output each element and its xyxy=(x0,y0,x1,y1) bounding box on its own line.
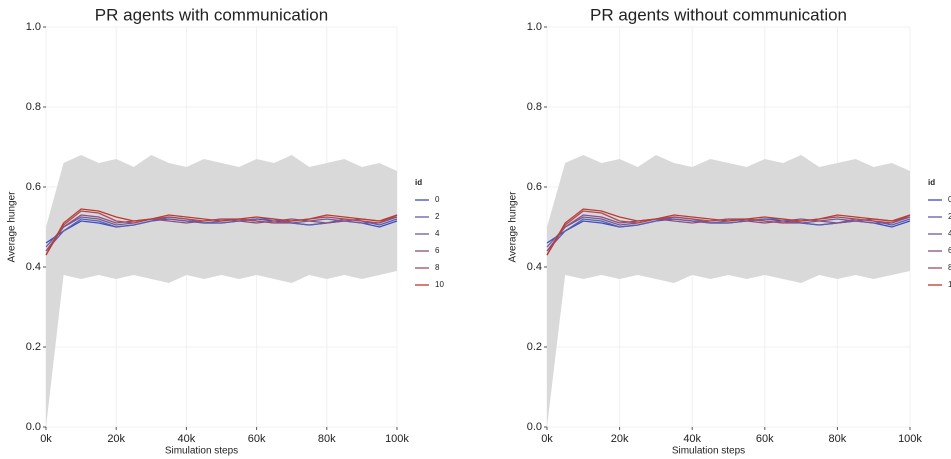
y-tick-label: 0.2 xyxy=(527,341,542,353)
legend-title: id xyxy=(415,178,422,187)
y-axis-title: Average hunger xyxy=(508,191,519,263)
x-tick-label: 0k xyxy=(541,433,553,445)
y-tick-label: 0.6 xyxy=(527,181,542,193)
x-tick-label: 80k xyxy=(318,433,336,445)
legend-label: 0 xyxy=(948,195,951,204)
chart-title: PR agents without communication xyxy=(590,5,847,24)
x-tick-label: 60k xyxy=(756,433,774,445)
line xyxy=(546,208,911,256)
x-axis-title: Simulation steps xyxy=(165,446,238,457)
legend-label: 2 xyxy=(948,212,951,221)
y-tick-label: 0.6 xyxy=(26,181,41,193)
y-tick-label: 0.8 xyxy=(527,101,542,113)
band xyxy=(46,155,397,427)
y-tick-label: 0.4 xyxy=(26,261,41,273)
legend-label: 4 xyxy=(435,229,440,238)
legend-label: 8 xyxy=(948,263,951,272)
x-tick-label: 20k xyxy=(611,433,629,445)
legend-label: 6 xyxy=(435,246,440,255)
legend-title: id xyxy=(928,178,935,187)
band xyxy=(547,155,910,427)
y-tick-label: 0.2 xyxy=(26,341,41,353)
legend-label: 10 xyxy=(948,280,951,289)
line xyxy=(546,210,911,256)
legend-label: 8 xyxy=(435,263,440,272)
legend-label: 0 xyxy=(435,195,440,204)
y-tick-label: 1.0 xyxy=(26,21,41,33)
legend-label: 4 xyxy=(948,229,951,238)
y-tick-label: 0.0 xyxy=(26,421,41,433)
x-tick-label: 40k xyxy=(178,433,196,445)
chart-title: PR agents with communication xyxy=(95,5,328,24)
x-tick-label: 100k xyxy=(898,433,922,445)
y-axis-title: Average hunger xyxy=(7,191,18,263)
line xyxy=(45,208,398,256)
legend-label: 10 xyxy=(435,280,444,289)
x-axis-title: Simulation steps xyxy=(672,446,745,457)
x-tick-label: 80k xyxy=(829,433,847,445)
panel: 0k 20k 40k 60k 80k 100k 0.0 0.2 0.4 0.6 0.8 1.0 PR a… xyxy=(508,5,951,456)
line xyxy=(45,210,398,256)
y-tick-label: 0.0 xyxy=(527,421,542,433)
y-tick-label: 0.4 xyxy=(527,261,542,273)
x-tick-label: 60k xyxy=(248,433,266,445)
x-tick-label: 0k xyxy=(40,433,52,445)
x-tick-label: 40k xyxy=(683,433,701,445)
legend-label: 2 xyxy=(435,212,440,221)
x-tick-label: 100k xyxy=(385,433,409,445)
x-tick-label: 20k xyxy=(107,433,125,445)
y-tick-label: 1.0 xyxy=(527,21,542,33)
y-tick-label: 0.8 xyxy=(26,101,41,113)
panel: 0k 20k 40k 60k 80k 100k 0.0 0.2 0.4 0.6 0.8 1.0 PR a… xyxy=(7,5,445,456)
legend-label: 6 xyxy=(948,246,951,255)
